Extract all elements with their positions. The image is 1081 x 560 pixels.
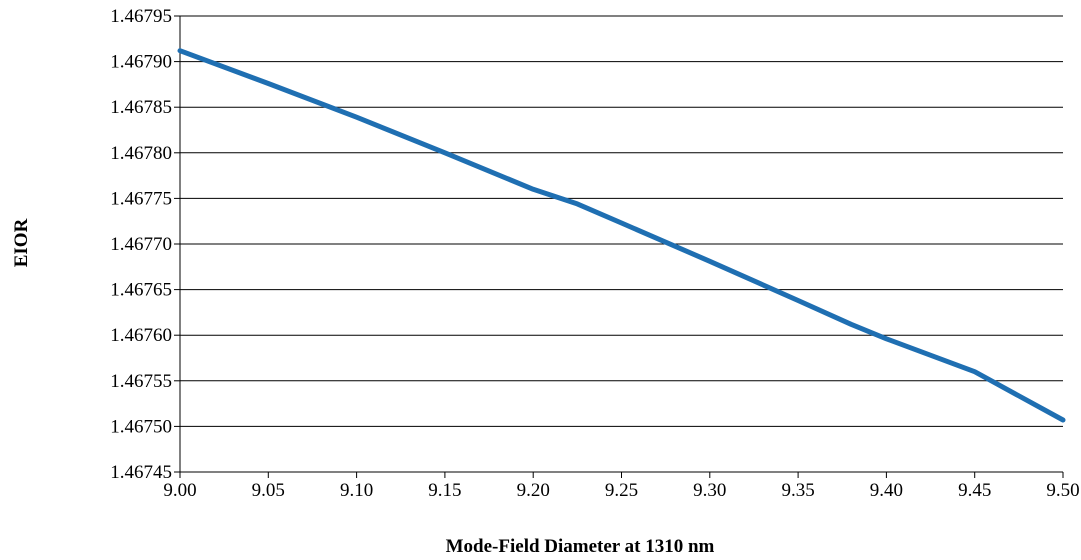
x-axis-tick-labels: 9.00 9.05 9.10 9.15 9.20 9.25 9.30 9.35 9.40 9.45… xyxy=(163,472,1080,501)
x-tick-label: 9.30 xyxy=(693,480,726,501)
x-tick-label: 9.45 xyxy=(958,480,991,501)
y-tick-label: 1.46790 xyxy=(110,52,172,73)
y-tick-label: 1.46785 xyxy=(110,97,172,118)
series-group xyxy=(177,48,1066,423)
x-axis-title: Mode-Field Diameter at 1310 nm xyxy=(446,536,715,557)
y-tick-label: 1.46760 xyxy=(110,325,172,346)
x-tick-label: 9.00 xyxy=(163,480,196,501)
y-tick-label: 1.46765 xyxy=(110,280,172,301)
y-tick-label: 1.46795 xyxy=(110,6,172,27)
y-tick-label: 1.46775 xyxy=(110,188,172,209)
x-tick-label: 9.35 xyxy=(781,480,814,501)
y-tick-label: 1.46770 xyxy=(110,234,172,255)
x-tick-label: 9.50 xyxy=(1046,480,1079,501)
x-tick-label: 9.15 xyxy=(428,480,461,501)
y-axis-tick-labels: 1.46745 1.46750 1.46755 1.46760 1.46765 1.467… xyxy=(110,6,180,483)
x-tick-label: 9.20 xyxy=(517,480,550,501)
series-line xyxy=(177,48,1066,423)
x-tick-label: 9.25 xyxy=(605,480,638,501)
y-tick-label: 1.46745 xyxy=(110,462,172,483)
y-tick-label: 1.46755 xyxy=(110,371,172,392)
x-tick-label: 9.40 xyxy=(870,480,903,501)
y-axis-title: EIOR xyxy=(11,218,32,267)
y-tick-label: 1.46780 xyxy=(110,143,172,164)
y-tick-label: 1.46750 xyxy=(110,416,172,437)
x-tick-label: 9.05 xyxy=(252,480,285,501)
x-tick-label: 9.10 xyxy=(340,480,373,501)
grid-lines xyxy=(180,15,1063,473)
